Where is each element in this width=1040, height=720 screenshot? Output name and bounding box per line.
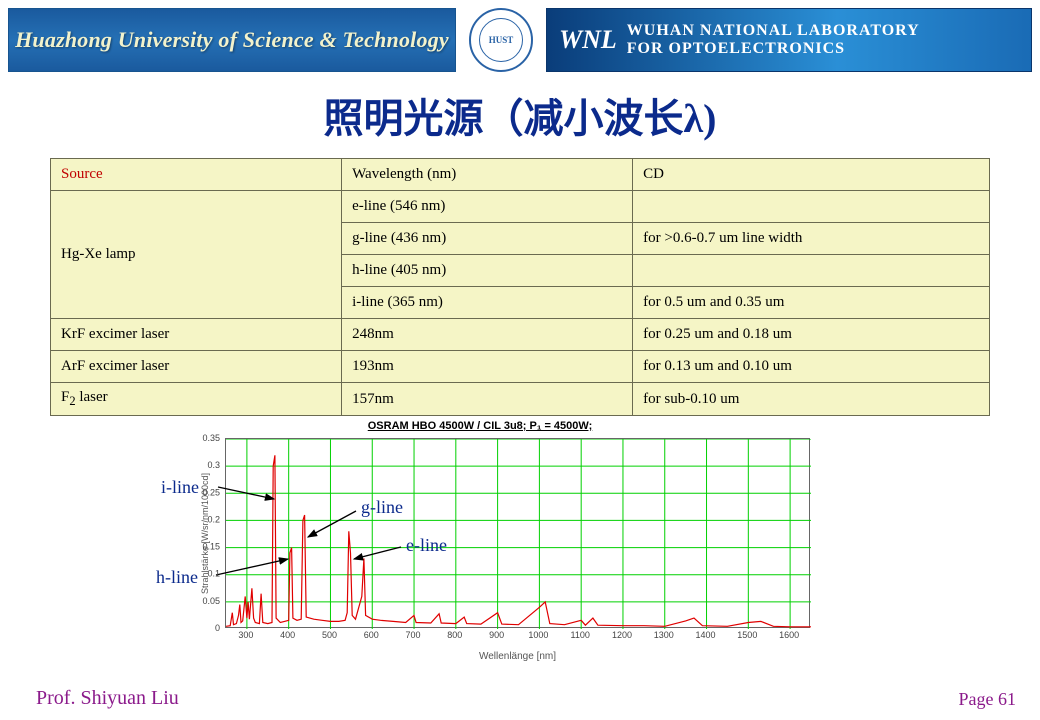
svg-text:1400: 1400 — [696, 630, 716, 640]
svg-text:0.05: 0.05 — [202, 596, 220, 606]
cell-cd — [633, 255, 990, 287]
svg-text:300: 300 — [238, 630, 253, 640]
hust-text: Huazhong University of Science & Technol… — [15, 27, 449, 53]
svg-text:0.3: 0.3 — [207, 460, 220, 470]
cell-wavelength: 157nm — [342, 383, 633, 416]
cell-wavelength: h-line (405 nm) — [342, 255, 633, 287]
cell-wavelength: i-line (365 nm) — [342, 287, 633, 319]
chart-yticks: 0 0.05 0.1 0.15 0.2 0.25 0.3 0.35 — [170, 432, 225, 642]
svg-text:800: 800 — [447, 630, 462, 640]
cell-cd: for 0.13 um and 0.10 um — [633, 351, 990, 383]
svg-text:1500: 1500 — [737, 630, 757, 640]
svg-text:700: 700 — [406, 630, 421, 640]
cell-cd — [633, 191, 990, 223]
th-cd: CD — [633, 159, 990, 191]
cell-source: Hg-Xe lamp — [51, 191, 342, 319]
cell-cd: for 0.5 um and 0.35 um — [633, 287, 990, 319]
hust-banner: Huazhong University of Science & Technol… — [8, 8, 456, 72]
svg-text:500: 500 — [322, 630, 337, 640]
chart-xticks: 300 400 500 600 700 800 900 1000 1100 1200 1300 140… — [170, 628, 870, 644]
table-row: F2 laser157nmfor sub-0.10 um — [51, 383, 990, 416]
page-title: 照明光源（减小波长λ) — [0, 86, 1040, 144]
cell-cd: for sub-0.10 um — [633, 383, 990, 416]
svg-text:600: 600 — [364, 630, 379, 640]
cell-cd: for >0.6-0.7 um line width — [633, 223, 990, 255]
chart-plot-box: i-lineh-lineg-linee-line — [225, 438, 810, 628]
cell-wavelength: g-line (436 nm) — [342, 223, 633, 255]
hust-logo: HUST — [464, 8, 538, 72]
footer-page: Page 61 — [959, 689, 1017, 710]
chart-xlabel: Wellenlänge [nm] — [225, 651, 810, 662]
svg-text:900: 900 — [489, 630, 504, 640]
cell-source: F2 laser — [51, 383, 342, 416]
svg-text:0.2: 0.2 — [207, 514, 220, 524]
svg-text:0.35: 0.35 — [202, 433, 220, 443]
logo-inner: HUST — [479, 18, 523, 62]
th-source: Source — [51, 159, 342, 191]
svg-text:400: 400 — [280, 630, 295, 640]
svg-text:1000: 1000 — [528, 630, 548, 640]
spectrum-chart: OSRAM HBO 4500W / CIL 3u8; P₁ = 4500W; S… — [170, 420, 870, 660]
svg-text:1300: 1300 — [654, 630, 674, 640]
table-row: Hg-Xe lampe-line (546 nm) — [51, 191, 990, 223]
table-row: ArF excimer laser193nmfor 0.13 um and 0.… — [51, 351, 990, 383]
svg-text:0.15: 0.15 — [202, 542, 220, 552]
cell-wavelength: 248nm — [342, 319, 633, 351]
wnlo-banner: WNL WUHAN NATIONAL LABORATORY FOR OPTOEL… — [546, 8, 1032, 72]
cell-source: KrF excimer laser — [51, 319, 342, 351]
wnlo-text: WUHAN NATIONAL LABORATORY FOR OPTOELECTR… — [627, 22, 920, 57]
footer-author: Prof. Shiyuan Liu — [36, 687, 179, 710]
cell-wavelength: 193nm — [342, 351, 633, 383]
wnlo-icon: WNL — [559, 25, 617, 55]
svg-text:0: 0 — [215, 623, 220, 633]
source-table: SourceWavelength (nm)CDHg-Xe lampe-line … — [50, 158, 990, 416]
table-row: KrF excimer laser248nmfor 0.25 um and 0.… — [51, 319, 990, 351]
cell-wavelength: e-line (546 nm) — [342, 191, 633, 223]
svg-text:0.25: 0.25 — [202, 487, 220, 497]
cell-source: ArF excimer laser — [51, 351, 342, 383]
svg-text:0.1: 0.1 — [207, 569, 220, 579]
header: Huazhong University of Science & Technol… — [8, 8, 1032, 72]
svg-text:1200: 1200 — [612, 630, 632, 640]
source-table-wrap: SourceWavelength (nm)CDHg-Xe lampe-line … — [50, 158, 990, 416]
svg-text:1100: 1100 — [570, 630, 589, 640]
cell-cd: for 0.25 um and 0.18 um — [633, 319, 990, 351]
svg-text:1600: 1600 — [779, 630, 799, 640]
th-wavelength: Wavelength (nm) — [342, 159, 633, 191]
